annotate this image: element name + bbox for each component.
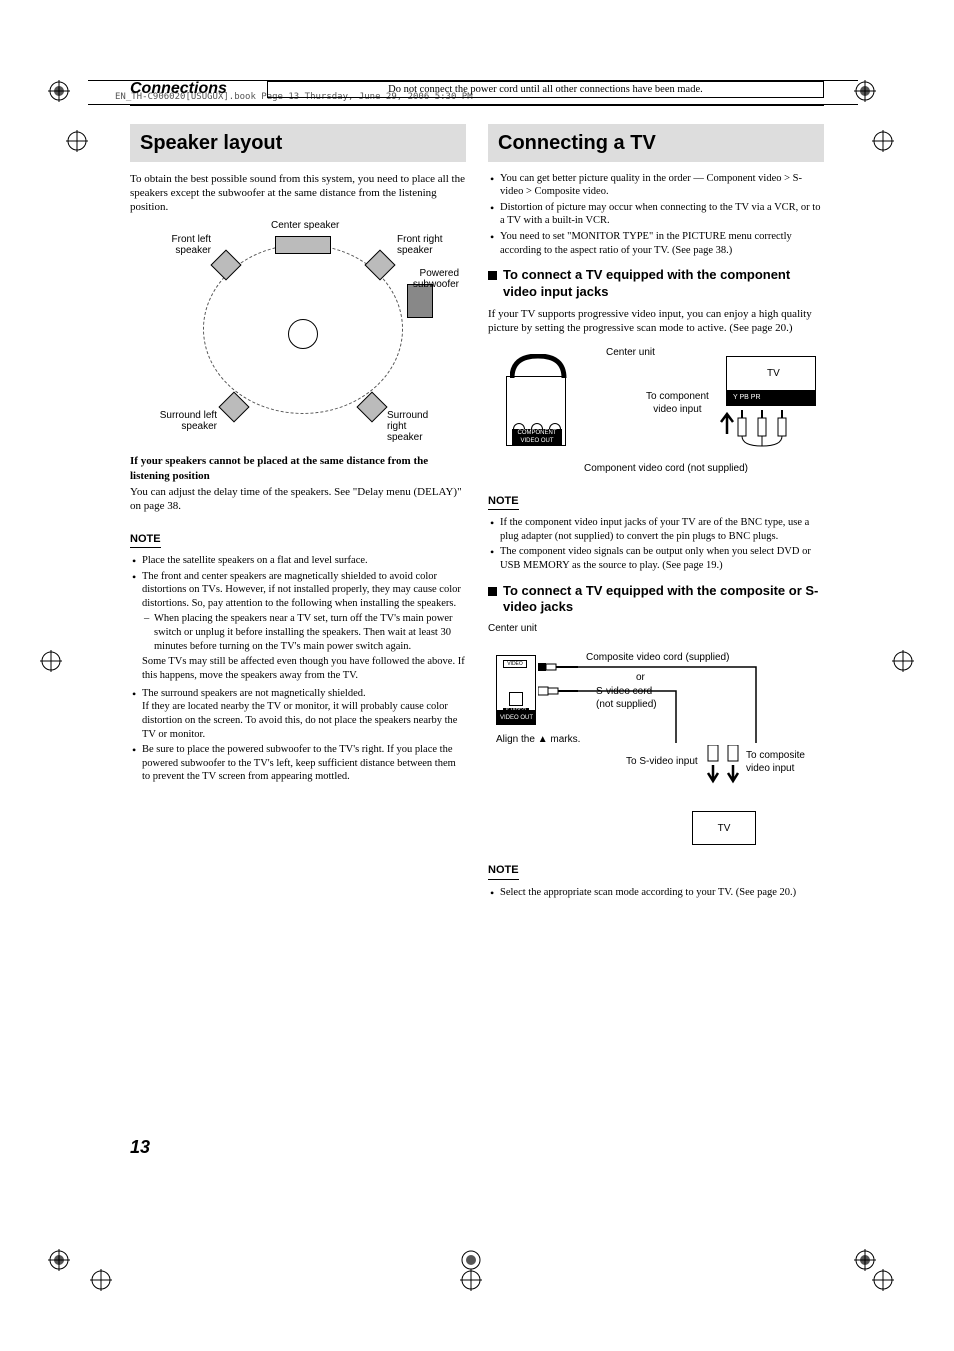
component-text: If your TV supports progressive video in… (488, 307, 824, 336)
note-item: Be sure to place the powered subwoofer t… (130, 743, 466, 784)
cable-path-icon (576, 663, 776, 753)
connecting-tv-heading: Connecting a TV (488, 124, 824, 162)
note-item: The surround speakers are not magnetical… (130, 687, 466, 742)
tv-box: TV (692, 811, 756, 845)
diagram-label: Surround right speaker (387, 410, 443, 443)
left-column: Speaker layout To obtain the best possib… (130, 124, 466, 908)
square-bullet-icon (488, 271, 497, 280)
conditional-heading: If your speakers cannot be placed at the… (130, 454, 466, 483)
notes-list: If the component video input jacks of yo… (488, 516, 824, 573)
intro-paragraph: To obtain the best possible sound from t… (130, 172, 466, 215)
crop-mark-icon (854, 1249, 876, 1271)
note-item: Place the satellite speakers on a flat a… (130, 554, 466, 568)
header-warning-box: Do not connect the power cord until all … (267, 81, 824, 98)
crop-mark-icon (48, 1249, 70, 1271)
speaker-layout-heading: Speaker layout (130, 124, 466, 162)
diagram-label: Front right speaker (397, 234, 443, 256)
note-heading: NOTE (130, 532, 161, 548)
diagram-label: Front left speaker (153, 234, 211, 256)
composite-subheading: To connect a TV equipped with the compos… (488, 583, 824, 617)
diagram-label: Center unit (488, 622, 824, 635)
section-rule (130, 104, 824, 106)
list-item: Distortion of picture may occur when con… (488, 201, 824, 228)
composite-connection-diagram: VIDEO S-VIDEO VIDEO OUT Composite video … (496, 645, 816, 845)
section-title: Connections (130, 80, 237, 98)
subheading-text: To connect a TV equipped with the compos… (503, 583, 824, 617)
speaker-layout-diagram: Center speaker Front left speaker Front … (153, 224, 443, 444)
diagram-label: Y PB PR (727, 394, 761, 401)
note-item: The component video signals can be outpu… (488, 545, 824, 572)
arrow-icon (720, 408, 734, 434)
right-column: Connecting a TV You can get better pictu… (488, 124, 824, 908)
crop-mark-icon (892, 650, 914, 672)
cable-icon (510, 354, 570, 384)
conditional-text: You can adjust the delay time of the spe… (130, 485, 466, 514)
subheading-text: To connect a TV equipped with the compon… (503, 267, 824, 301)
diagram-label: Align the ▲ marks. (496, 733, 580, 746)
note-item: The front and center speakers are magnet… (130, 570, 466, 683)
diagram-label: Surround left speaker (153, 410, 217, 432)
crop-mark-icon (48, 80, 70, 102)
notes-list: Place the satellite speakers on a flat a… (130, 554, 466, 784)
note-heading: NOTE (488, 863, 519, 879)
diagram-label: TV (767, 367, 780, 380)
square-bullet-icon (488, 587, 497, 596)
diagram-label: Powered subwoofer (399, 268, 459, 290)
plug-arrow-icon (706, 745, 746, 785)
plug-icon (538, 685, 578, 697)
diagram-label: Center speaker (271, 220, 339, 231)
crop-mark-icon (460, 1249, 482, 1271)
list-item: You can get better picture quality in th… (488, 172, 824, 199)
diagram-label: To S-video input (626, 755, 698, 768)
cable-icon (736, 408, 796, 448)
intro-list: You can get better picture quality in th… (488, 172, 824, 258)
component-connection-diagram: Center unit COMPONENTVIDEO OUT TV Y PB P… (496, 346, 816, 476)
notes-list: Select the appropriate scan mode accordi… (488, 886, 824, 900)
note-text: The front and center speakers are magnet… (142, 571, 461, 609)
crop-mark-icon (66, 130, 88, 152)
diagram-label: Component video cord (not supplied) (566, 462, 766, 475)
diagram-label: Center unit (606, 346, 655, 359)
sub-note-item: When placing the speakers near a TV set,… (142, 612, 466, 653)
list-item: You need to set "MONITOR TYPE" in the PI… (488, 230, 824, 257)
page-number: 13 (130, 1137, 824, 1158)
crop-mark-icon (872, 130, 894, 152)
component-subheading: To connect a TV equipped with the compon… (488, 267, 824, 301)
note-item: If the component video input jacks of yo… (488, 516, 824, 543)
tv-box: TV Y PB PR (726, 356, 816, 406)
crop-mark-icon (872, 1269, 894, 1291)
note-item: Select the appropriate scan mode accordi… (488, 886, 824, 900)
crop-mark-icon (854, 80, 876, 102)
section-header: Connections Do not connect the power cor… (130, 80, 824, 98)
crop-mark-icon (40, 650, 62, 672)
plug-icon (538, 661, 578, 673)
crop-mark-icon (460, 1269, 482, 1291)
page-content: Connections Do not connect the power cor… (130, 80, 824, 1158)
crop-mark-icon (90, 1269, 112, 1291)
note-followup: Some TVs may still be affected even thou… (142, 655, 466, 682)
diagram-label: To component video input (646, 390, 709, 416)
note-heading: NOTE (488, 494, 519, 510)
